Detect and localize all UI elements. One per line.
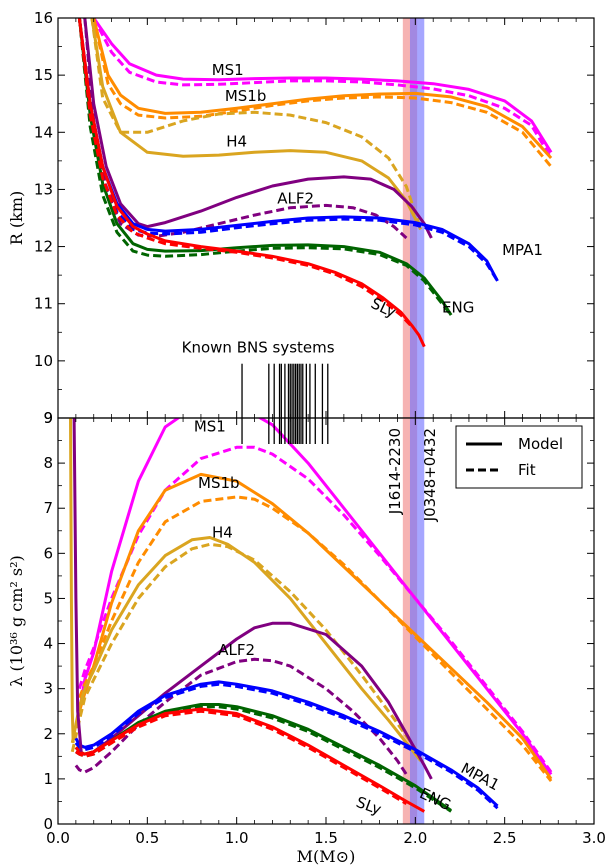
curve-label-ms1b: MS1b bbox=[225, 87, 267, 105]
legend-label-model: Model bbox=[518, 435, 563, 453]
series-line-alf2-fit bbox=[74, 657, 408, 776]
curve-label-sly: SLy bbox=[368, 294, 399, 321]
curve-label-mpa1: MPA1 bbox=[502, 241, 543, 259]
curve-label-sly: SLy bbox=[354, 793, 384, 819]
y-tick-label: 14 bbox=[34, 123, 53, 141]
series-line-h4-model bbox=[70, 536, 422, 762]
series-line-ms1b-model bbox=[92, 18, 553, 160]
series-line-sly-fit bbox=[77, 18, 413, 328]
curve-label-eng: ENG bbox=[442, 298, 474, 316]
curve-label-alf2: ALF2 bbox=[277, 190, 314, 208]
series-line-ms1b-fit bbox=[92, 18, 553, 168]
curve-label-ms1: MS1 bbox=[212, 61, 244, 79]
series-line-eng-model bbox=[77, 18, 453, 316]
y-tick-label: 11 bbox=[34, 295, 53, 313]
y-tick-label: 8 bbox=[43, 454, 53, 472]
series-line-h4-fit bbox=[70, 542, 422, 758]
series-line-sly-model bbox=[77, 18, 426, 348]
band-label-j1614-2230: J1614-2230 bbox=[386, 428, 404, 515]
series-line-alf2-fit bbox=[83, 18, 408, 240]
y-tick-label: 15 bbox=[34, 66, 53, 84]
series-line-alf2-model bbox=[83, 18, 433, 239]
series-line-mpa1-fit bbox=[74, 682, 499, 810]
series-line-sly-model bbox=[74, 707, 426, 813]
x-tick-label: 0.0 bbox=[46, 829, 70, 847]
x-tick-label: 1.0 bbox=[225, 829, 249, 847]
legend-label-fit: Fit bbox=[518, 461, 536, 479]
series-line-ms1-fit bbox=[92, 18, 553, 159]
series-line-h4-model bbox=[69, 418, 75, 743]
curve-label-alf2: ALF2 bbox=[218, 641, 255, 659]
y-axis-label-radius: R (km) bbox=[7, 191, 26, 245]
band-label-j0348+0432: J0348+0432 bbox=[421, 428, 439, 522]
radius-panel: MS1 MS1b H4 ALF2 MPA1 ENG SLy 9 10 11 12 13 14 15 16 Kn… bbox=[34, 9, 595, 427]
series-line-h4-model bbox=[90, 18, 423, 231]
x-axis-label: M(M⊙) bbox=[297, 847, 356, 866]
curve-label-ms1: MS1 bbox=[194, 418, 226, 436]
legend-box bbox=[455, 425, 583, 489]
y-tick-label: 6 bbox=[43, 544, 53, 562]
series-line-h4-fit bbox=[90, 18, 423, 230]
curve-label-h4: H4 bbox=[226, 133, 247, 151]
series-line-ms1-model bbox=[92, 18, 553, 154]
y-tick-label: 1 bbox=[43, 770, 53, 788]
y-tick-label: 10 bbox=[34, 352, 53, 370]
x-tick-label: 2.0 bbox=[403, 829, 427, 847]
series-line-ms1-model bbox=[77, 418, 553, 776]
bns-annotation: Known BNS systems bbox=[182, 338, 335, 356]
y-tick-label: 7 bbox=[43, 499, 53, 517]
y-tick-label: 4 bbox=[43, 635, 53, 653]
series-line-eng-fit bbox=[77, 18, 453, 317]
y-tick-label: 12 bbox=[34, 238, 53, 256]
series-line-ms1-fit bbox=[77, 445, 553, 773]
y-tick-label: 3 bbox=[43, 680, 53, 698]
x-tick-label: 0.5 bbox=[135, 829, 159, 847]
y-tick-label: 5 bbox=[43, 589, 53, 607]
series-line-ms1b-model bbox=[77, 472, 553, 780]
y-tick-label: 9 bbox=[43, 409, 53, 427]
mass-band-j0348+0432 bbox=[409, 18, 425, 418]
y-tick-label: 0 bbox=[43, 815, 53, 833]
x-tick-label: 2.5 bbox=[493, 829, 517, 847]
series-line-alf2-model bbox=[72, 418, 83, 752]
y-tick-label: 2 bbox=[43, 725, 53, 743]
legend: Model Fit bbox=[455, 425, 583, 489]
x-tick-label: 3.0 bbox=[582, 829, 606, 847]
y-tick-label: 13 bbox=[34, 180, 53, 198]
curves-group bbox=[69, 418, 553, 813]
curve-label-h4: H4 bbox=[212, 524, 233, 542]
curve-label-ms1b: MS1b bbox=[198, 474, 240, 492]
mass-band-j0348+0432 bbox=[409, 418, 425, 824]
series-line-mpa1-model bbox=[74, 680, 499, 808]
y-tick-label: 9 bbox=[43, 409, 53, 427]
series-line-ms1b-fit bbox=[78, 495, 553, 783]
x-tick-label: 1.5 bbox=[314, 829, 338, 847]
y-axis-label-lambda: λ (10³⁶ g cm² s²) bbox=[7, 555, 26, 687]
y-tick-label: 16 bbox=[34, 9, 53, 27]
curves-group bbox=[77, 18, 553, 348]
